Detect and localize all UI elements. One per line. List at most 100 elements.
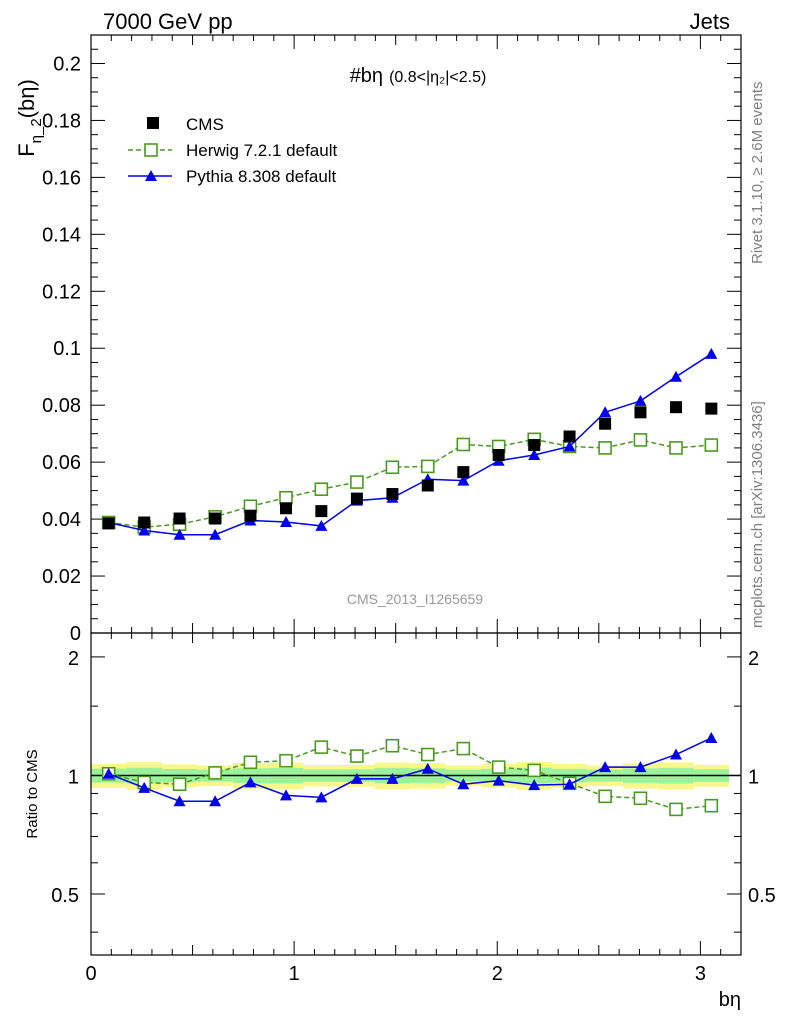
x-tick-label: 2: [492, 963, 503, 985]
main-point-cms: [670, 401, 682, 414]
mcplots-reference-label: mcplots.cern.ch [arXiv:1306.3436]: [749, 401, 766, 628]
main-y-tick-label: 0.04: [42, 509, 81, 531]
ratio-uncertainty-band: [90, 762, 741, 790]
svg-text:Rivet 3.1.10, ≥ 2.6M events: Rivet 3.1.10, ≥ 2.6M events: [749, 82, 766, 265]
main-point-herwig: [669, 441, 683, 455]
ratio-point-herwig: [350, 749, 364, 763]
plot-title: #bη (0.8<|η₂|<2.5): [350, 65, 487, 87]
ratio-point-herwig: [420, 747, 435, 762]
ratio-point-herwig: [314, 740, 329, 754]
main-line-herwig: [108, 438, 712, 528]
legend-marker-herwig: [144, 143, 158, 157]
main-y-tick-label: 0.02: [42, 566, 81, 588]
svg-text:mcplots.cern.ch [arXiv:1306.34: mcplots.cern.ch [arXiv:1306.3436]: [749, 401, 766, 628]
header-right-label: Jets: [690, 9, 730, 34]
x-tick-label: 3: [695, 963, 706, 985]
header-left-label: 7000 GeV pp: [103, 9, 233, 34]
main-line-pythia: [108, 353, 712, 536]
main-point-pythia: [173, 528, 186, 540]
main-y-tick-label: 0.14: [42, 224, 81, 246]
ratio-y-tick-label: 1: [68, 766, 79, 788]
main-y-tick-label: 0.12: [42, 281, 81, 303]
ratio-series-group: [101, 731, 719, 817]
ratio-point-pythia: [599, 761, 612, 773]
legend-label-cms: CMS: [186, 115, 224, 134]
main-point-pythia: [457, 474, 470, 486]
main-point-cms: [528, 439, 541, 452]
ylabel-tail: (bη): [14, 79, 39, 118]
main-y-tick-label: 0.18: [42, 110, 81, 132]
main-point-herwig: [385, 460, 400, 475]
ratio-y-tick-label-right: 0.5: [748, 885, 776, 907]
ratio-point-herwig: [669, 802, 683, 817]
svg-text:Fη_2(bη): Fη_2(bη): [14, 79, 45, 157]
ratio-point-herwig: [704, 798, 719, 813]
main-point-cms: [244, 509, 257, 522]
main-point-cms: [705, 402, 718, 415]
ratio-point-pythia: [705, 731, 718, 743]
main-point-herwig: [314, 482, 329, 496]
main-point-herwig: [420, 459, 435, 474]
ratio-point-pythia: [421, 762, 434, 774]
ratio-point-pythia: [634, 761, 647, 773]
x-axis-label: bη: [719, 989, 741, 1011]
ratio-point-pythia: [138, 781, 151, 793]
ratio-point-herwig: [279, 753, 293, 768]
plot-title-sub: (0.8<|η₂|<2.5): [389, 69, 486, 86]
plot-title-main: #bη: [350, 65, 383, 87]
ratio-point-herwig: [208, 766, 222, 780]
main-point-herwig: [350, 475, 364, 489]
ratio-axis-ticks: [90, 633, 742, 955]
x-tick-label: 0: [85, 963, 96, 985]
main-point-cms: [634, 406, 647, 419]
x-tick-labels: 0 1 2 3: [85, 963, 706, 985]
main-y-axis-label: Fη_2(bη): [14, 79, 45, 157]
legend-label-herwig: Herwig 7.2.1 default: [186, 141, 337, 160]
main-point-pythia: [280, 515, 292, 527]
ratio-y-tick-label-right: 1: [748, 766, 759, 788]
main-y-tick-label: 0.08: [42, 395, 81, 417]
ratio-line-pythia: [108, 737, 712, 802]
main-point-pythia: [209, 528, 222, 540]
ratio-point-herwig: [598, 789, 612, 804]
analysis-id-label: CMS_2013_I1265659: [347, 591, 483, 607]
main-y-tick-label: 0.16: [42, 167, 81, 189]
main-point-herwig: [633, 433, 648, 447]
legend-label-pythia: Pythia 8.308 default: [186, 167, 337, 186]
ratio-point-pythia: [528, 779, 541, 791]
main-y-tick-label: 0.2: [53, 53, 81, 75]
main-point-cms: [350, 492, 363, 505]
main-axis-ticks: [90, 34, 742, 634]
main-y-tick-label: 0: [70, 623, 81, 645]
ratio-y-axis-label: Ratio to CMS: [24, 749, 41, 838]
main-point-cms: [563, 430, 576, 443]
main-point-herwig: [704, 438, 719, 452]
main-point-cms: [386, 488, 399, 501]
main-series-group: [101, 347, 719, 540]
ratio-point-pythia: [315, 791, 328, 803]
main-point-cms: [492, 449, 505, 462]
main-point-pythia: [528, 449, 541, 461]
main-point-cms: [102, 517, 115, 530]
main-point-cms: [315, 505, 328, 518]
ratio-point-pythia: [280, 789, 292, 801]
ratio-point-herwig: [172, 777, 187, 792]
rivet-version-label: Rivet 3.1.10, ≥ 2.6M events: [749, 82, 766, 265]
ratio-point-pythia: [670, 748, 682, 760]
main-point-pythia: [138, 524, 151, 536]
ratio-point-pythia: [386, 772, 399, 784]
ratio-point-pythia: [350, 772, 363, 784]
legend: CMS Herwig 7.2.1 default Pythia 8.308 de…: [128, 115, 337, 186]
ratio-point-herwig: [633, 791, 648, 806]
main-point-cms: [138, 516, 151, 529]
ratio-point-pythia: [102, 767, 115, 779]
main-point-pythia: [634, 394, 647, 406]
ratio-y-tick-label-right: 2: [748, 648, 759, 670]
ratio-point-herwig: [456, 741, 471, 756]
ratio-point-herwig: [527, 763, 542, 778]
ratio-point-pythia: [457, 778, 470, 790]
main-point-herwig: [279, 490, 293, 505]
main-y-tick-labels: 0.2 0.18 0.16 0.14 0.12 0.1 0.08 0.06 0.04 0.02 0: [42, 53, 81, 645]
main-point-cms: [173, 512, 186, 525]
